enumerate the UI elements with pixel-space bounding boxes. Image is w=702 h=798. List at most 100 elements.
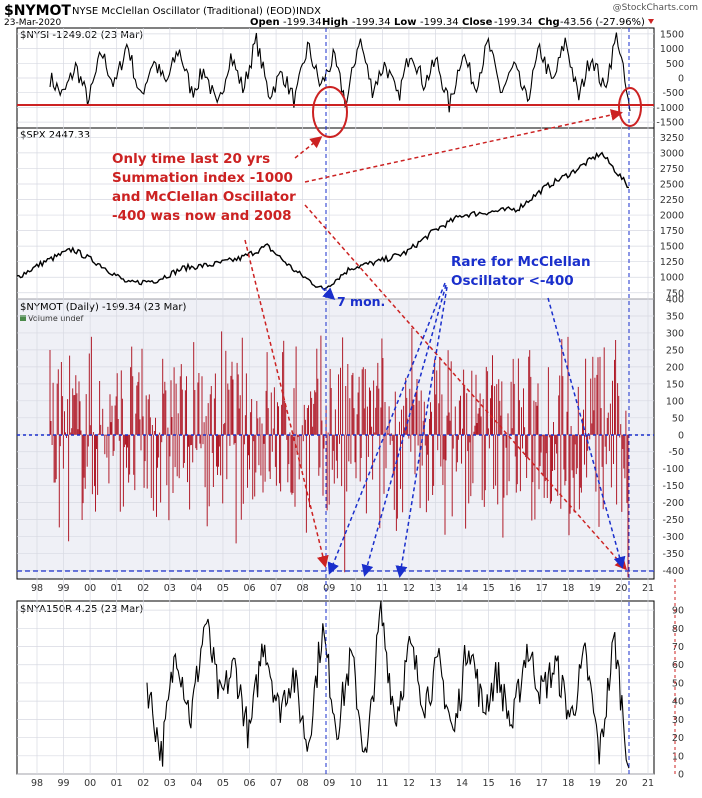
x-tick-label: 09 bbox=[323, 778, 335, 789]
y-tick-label: 20 bbox=[672, 733, 684, 744]
legend-volume: Volume undef bbox=[28, 314, 83, 323]
y-tick-label: -500 bbox=[662, 88, 684, 99]
x-tick-label: 13 bbox=[429, 583, 441, 594]
x-tick-label: 99 bbox=[58, 778, 70, 789]
x-tick-label: 21 bbox=[642, 583, 654, 594]
red-arrow-2 bbox=[304, 109, 623, 183]
circle-2008 bbox=[312, 86, 348, 138]
blue-arrow-7mon bbox=[321, 287, 336, 301]
red-arrows bbox=[244, 109, 627, 571]
down-triangle-icon bbox=[648, 19, 654, 24]
x-tick-label: 00 bbox=[84, 583, 96, 594]
y-tick-label: 2000 bbox=[660, 211, 684, 222]
x-tick-label: 99 bbox=[58, 583, 70, 594]
y-tick-label: 60 bbox=[672, 660, 684, 671]
panel-spx-frame bbox=[16, 127, 655, 300]
y-tick-label: 500 bbox=[666, 59, 684, 70]
ohlc-readout: Open -199.34 High -199.34 Low -199.34 Cl… bbox=[250, 17, 654, 28]
y-tick-label: 200 bbox=[666, 362, 684, 373]
y-tick-label: -350 bbox=[662, 549, 684, 560]
y-tick-label: 1000 bbox=[660, 44, 684, 55]
legend-nya150r: $NYA150R 4.25 (23 Mar) bbox=[20, 604, 143, 615]
y-tick-label: 0 bbox=[678, 770, 684, 781]
seven-month-label: 7 mon. bbox=[337, 294, 385, 309]
panel-nymot-frame bbox=[16, 298, 655, 580]
x-tick-label: 15 bbox=[483, 583, 495, 594]
red-note-line-3: and McClellan Oscillator bbox=[112, 189, 296, 205]
header-date: 23-Mar-2020 bbox=[4, 18, 62, 28]
y-tick-label: 30 bbox=[672, 715, 684, 726]
y-tick-label: 90 bbox=[672, 606, 684, 617]
x-tick-label: 14 bbox=[456, 778, 468, 789]
panel-nya150r-frame bbox=[16, 600, 655, 775]
x-tick-label: 05 bbox=[217, 778, 229, 789]
x-tick-label: 21 bbox=[642, 778, 654, 789]
y-tick-label: 40 bbox=[672, 697, 684, 708]
chg-value: -43.56 (-27.96%) bbox=[560, 17, 645, 28]
x-tick-label: 06 bbox=[243, 778, 255, 789]
blue-arrows bbox=[321, 282, 626, 578]
x-tick-label: 16 bbox=[509, 778, 521, 789]
red-note-line-4: -400 was now and 2008 bbox=[112, 208, 292, 224]
legend-nysi: $NYSI -1249.02 (23 Mar) bbox=[20, 30, 143, 41]
x-tick-label: 01 bbox=[111, 583, 123, 594]
x-tick-label: 11 bbox=[376, 583, 388, 594]
red-note-line-2: Summation index -1000 bbox=[112, 170, 293, 186]
y-tick-label: -1000 bbox=[656, 103, 684, 114]
y-tick-label: 70 bbox=[672, 642, 684, 653]
y-tick-label: 1250 bbox=[660, 257, 684, 268]
x-axis-labels: 98 98 99 99 00 00 01 01 02 02 03 03 04 04 05 05 06 06 07 07… bbox=[31, 583, 654, 789]
circle-2020 bbox=[618, 87, 642, 127]
y-tick-label: 1500 bbox=[660, 29, 684, 40]
nya150r-series-line bbox=[146, 600, 630, 769]
x-tick-label: 13 bbox=[429, 778, 441, 789]
x-tick-label: 06 bbox=[243, 583, 255, 594]
y-tick-label: 400 bbox=[666, 295, 684, 306]
y-tick-label: 3250 bbox=[660, 133, 684, 144]
x-tick-label: 18 bbox=[562, 583, 574, 594]
y-tick-label: -400 bbox=[662, 566, 684, 577]
y-tick-label: 50 bbox=[672, 413, 684, 424]
red-annotation: Only time last 20 yrs Summation index -1… bbox=[112, 151, 296, 224]
exchange-label: INDX bbox=[296, 6, 321, 17]
x-tick-label: 08 bbox=[297, 583, 309, 594]
x-tick-label: 15 bbox=[483, 778, 495, 789]
blue-note-line-1: Rare for McClellan bbox=[451, 254, 591, 270]
red-note-line-1: Only time last 20 yrs bbox=[112, 151, 270, 167]
x-tick-label: 03 bbox=[164, 583, 176, 594]
y-tick-labels: 150010005000-500-1000-150032503000275025… bbox=[656, 29, 684, 780]
close-value: -199.34 bbox=[494, 17, 533, 28]
x-tick-label: 03 bbox=[164, 778, 176, 789]
x-tick-label: 19 bbox=[589, 583, 601, 594]
x-tick-label: 14 bbox=[456, 583, 468, 594]
x-tick-label: 05 bbox=[217, 583, 229, 594]
y-tick-label: 3000 bbox=[660, 148, 684, 159]
x-tick-label: 12 bbox=[403, 778, 415, 789]
x-tick-label: 04 bbox=[190, 778, 202, 789]
open-label: Open bbox=[250, 17, 280, 28]
volume-swatch-icon bbox=[20, 315, 26, 321]
x-tick-label: 02 bbox=[137, 583, 149, 594]
symbol-description: NYSE McClellan Oscillator (Traditional) … bbox=[72, 6, 296, 17]
x-tick-label: 01 bbox=[111, 778, 123, 789]
x-tick-label: 09 bbox=[323, 583, 335, 594]
x-tick-label: 10 bbox=[350, 778, 362, 789]
x-tick-label: 16 bbox=[509, 583, 521, 594]
y-tick-label: 10 bbox=[672, 751, 684, 762]
x-tick-label: 12 bbox=[403, 583, 415, 594]
low-value: -199.34 bbox=[420, 17, 459, 28]
y-tick-label: -50 bbox=[668, 447, 684, 458]
y-tick-label: 2500 bbox=[660, 179, 684, 190]
red-arrow-4 bbox=[304, 204, 627, 571]
brand-label: @StockCharts.com bbox=[613, 3, 698, 13]
y-tick-label: 0 bbox=[678, 74, 684, 85]
y-tick-label: 350 bbox=[666, 311, 684, 322]
close-label: Close bbox=[462, 17, 493, 28]
x-tick-label: 17 bbox=[536, 778, 548, 789]
y-tick-label: -1500 bbox=[656, 118, 684, 129]
y-tick-label: 50 bbox=[672, 678, 684, 689]
open-value: -199.34 bbox=[283, 17, 322, 28]
blue-arrow-2 bbox=[361, 284, 447, 577]
x-tick-label: 08 bbox=[297, 778, 309, 789]
